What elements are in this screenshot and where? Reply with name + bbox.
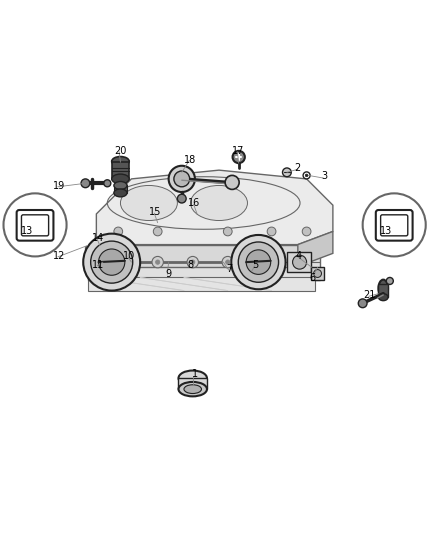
Circle shape: [358, 299, 367, 308]
Text: 8: 8: [187, 260, 193, 270]
Ellipse shape: [184, 385, 201, 393]
Text: 14: 14: [92, 233, 104, 244]
Text: 1: 1: [192, 369, 198, 379]
Circle shape: [226, 260, 230, 264]
Circle shape: [174, 171, 190, 187]
Circle shape: [83, 233, 140, 290]
Circle shape: [222, 256, 233, 268]
Circle shape: [4, 193, 67, 256]
Bar: [378, 284, 388, 297]
Text: 16: 16: [188, 198, 201, 208]
Bar: [311, 268, 324, 280]
Polygon shape: [88, 278, 315, 290]
Bar: [287, 252, 311, 272]
Circle shape: [169, 166, 195, 192]
Circle shape: [283, 168, 291, 177]
Circle shape: [81, 179, 90, 188]
Text: 17: 17: [232, 146, 244, 156]
Circle shape: [267, 227, 276, 236]
Circle shape: [91, 241, 133, 283]
Circle shape: [238, 242, 279, 282]
Text: 21: 21: [364, 290, 376, 301]
Circle shape: [155, 260, 160, 264]
Circle shape: [303, 172, 310, 179]
Text: 4: 4: [296, 251, 302, 261]
Bar: [114, 185, 127, 193]
Ellipse shape: [112, 157, 129, 166]
Bar: [178, 378, 207, 389]
Text: 2: 2: [295, 163, 301, 173]
Circle shape: [225, 175, 239, 189]
Text: 19: 19: [53, 181, 65, 191]
Text: 5: 5: [253, 260, 259, 270]
Ellipse shape: [191, 185, 247, 221]
FancyBboxPatch shape: [17, 210, 53, 241]
Circle shape: [114, 227, 123, 236]
Circle shape: [191, 260, 195, 264]
Text: 13: 13: [21, 227, 33, 237]
Bar: [112, 162, 129, 179]
Circle shape: [153, 227, 162, 236]
Circle shape: [223, 227, 232, 236]
Circle shape: [302, 227, 311, 236]
Circle shape: [293, 255, 307, 269]
Text: 15: 15: [149, 207, 161, 217]
Circle shape: [386, 278, 393, 285]
Text: 20: 20: [114, 146, 126, 156]
Text: 13: 13: [380, 227, 392, 237]
Circle shape: [363, 193, 426, 256]
Text: 18: 18: [184, 155, 196, 165]
Polygon shape: [88, 245, 320, 280]
Text: 11: 11: [92, 260, 104, 270]
Ellipse shape: [178, 382, 207, 397]
Ellipse shape: [378, 280, 388, 297]
Circle shape: [104, 180, 111, 187]
Polygon shape: [298, 231, 333, 266]
Polygon shape: [96, 170, 333, 245]
Circle shape: [177, 194, 186, 203]
Polygon shape: [85, 243, 101, 269]
Circle shape: [305, 174, 308, 177]
FancyBboxPatch shape: [381, 215, 408, 236]
Ellipse shape: [120, 185, 177, 221]
FancyBboxPatch shape: [376, 210, 413, 241]
Circle shape: [314, 270, 321, 278]
Text: 3: 3: [321, 171, 327, 181]
Circle shape: [99, 249, 125, 275]
Ellipse shape: [378, 294, 388, 301]
Ellipse shape: [114, 182, 127, 189]
Text: 7: 7: [226, 264, 233, 274]
Circle shape: [187, 256, 198, 268]
Circle shape: [246, 250, 271, 274]
Ellipse shape: [114, 189, 127, 197]
Circle shape: [152, 256, 163, 268]
Text: 9: 9: [165, 269, 171, 279]
Text: 10: 10: [123, 251, 135, 261]
Circle shape: [233, 151, 245, 163]
Text: 12: 12: [53, 251, 65, 261]
Text: 6: 6: [310, 273, 316, 283]
Circle shape: [231, 235, 286, 289]
Ellipse shape: [112, 174, 129, 184]
Polygon shape: [96, 245, 298, 266]
Ellipse shape: [178, 370, 207, 386]
FancyBboxPatch shape: [21, 215, 49, 236]
